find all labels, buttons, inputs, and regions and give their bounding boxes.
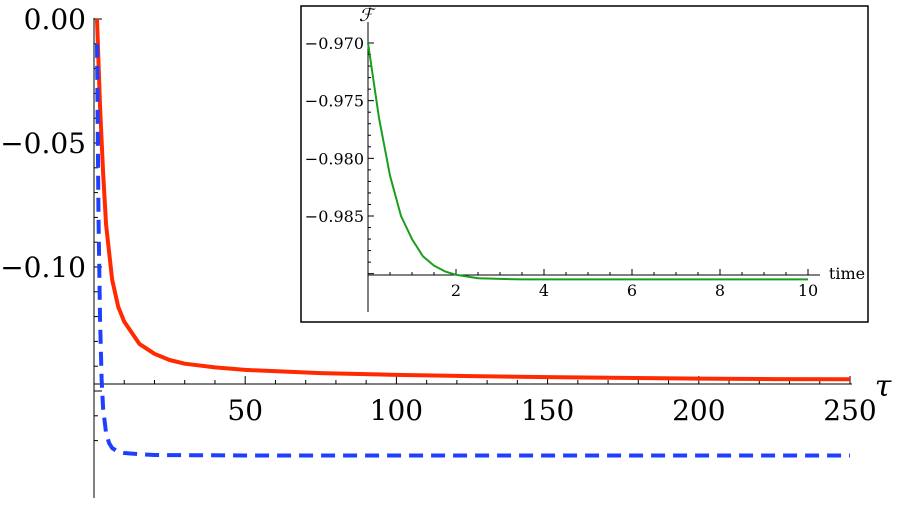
main-ticks: 50 100 150 200 250 0.00 −0.05 −0.10 (0, 3, 877, 442)
inset-y-tick-label: −0.970 (305, 34, 364, 53)
main-series (95, 18, 851, 458)
inset-x-tick-label: 8 (715, 281, 725, 300)
inset-y-tick-label: −0.985 (305, 207, 364, 226)
main-x-tick-label: 50 (227, 394, 263, 427)
inset-x-tick-label: 4 (539, 281, 549, 300)
solid-series-line (95, 18, 851, 382)
inset-x-tick-label: 6 (627, 281, 637, 300)
inset-x-tick-label: 10 (798, 281, 818, 300)
inset-series (367, 42, 808, 281)
main-x-tick-label: 150 (521, 394, 574, 427)
main-x-tick-label: 100 (370, 394, 423, 427)
main-x-axis-label: τ (875, 369, 892, 404)
inset-frame (300, 5, 869, 323)
dashed-series-line (95, 43, 850, 458)
main-x-tick-label: 200 (672, 394, 725, 427)
inset-x-axis-label: time (829, 264, 865, 283)
inset-plot: 2 4 6 8 10 −0.970 −0.975 −0.980 −0.985 time ℱ (300, 5, 869, 323)
inset-ticks: 2 4 6 8 10 −0.970 −0.975 −0.980 −0.985 (305, 34, 818, 300)
inset-y-axis-label: ℱ (359, 5, 376, 26)
main-plot: 50 100 150 200 250 0.00 −0.05 −0.10 τ (0, 3, 892, 498)
main-y-tick-label: −0.05 (0, 127, 86, 160)
inset-y-tick-label: −0.975 (305, 92, 364, 111)
inset-x-tick-label: 2 (451, 281, 461, 300)
main-y-tick-label: −0.10 (0, 251, 86, 284)
inset-series-line (367, 42, 808, 281)
main-y-tick-label: 0.00 (24, 3, 86, 36)
inset-y-tick-label: −0.980 (305, 149, 364, 168)
main-x-tick-label: 250 (823, 394, 876, 427)
